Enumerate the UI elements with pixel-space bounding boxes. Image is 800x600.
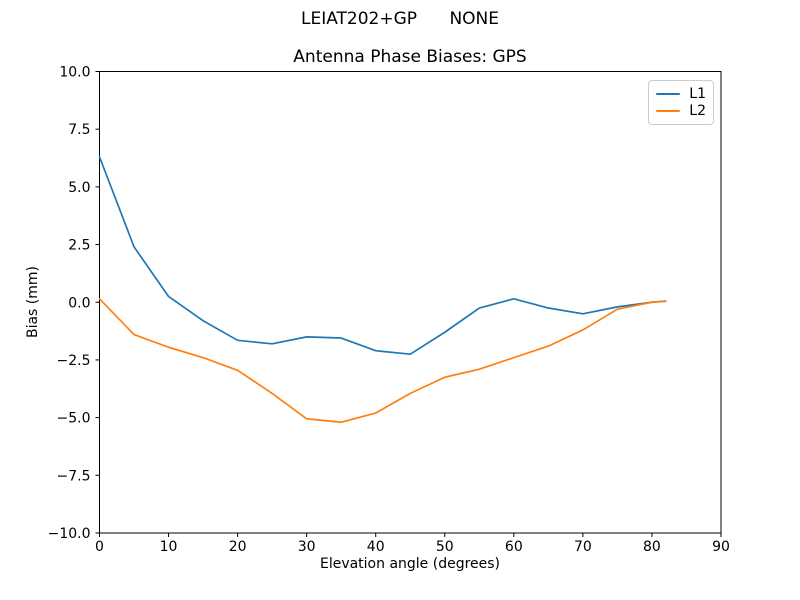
y-tick-label: 5.0 [68,180,90,196]
l2-line-sample [656,110,681,113]
y-axis-label: Bias (mm) [25,265,41,339]
l1-line-sample [656,92,681,95]
y-tick-label: 0.0 [68,295,90,311]
x-tick-label: 60 [505,539,523,555]
legend: L1 L2 [648,80,714,125]
l2-line [98,297,667,424]
y-tick-label: −7.5 [57,468,91,484]
x-tick-label: 40 [367,539,385,555]
legend-item-l1: L1 [656,87,706,101]
y-tick-label: 7.5 [68,122,90,138]
x-axis-label: Elevation angle (degrees) [319,556,501,572]
x-tick-label: 10 [160,539,178,555]
x-tick-label: 90 [712,539,730,555]
figure-suptitle: LEIAT202+GP NONE [300,9,499,29]
axes-frame [99,71,722,534]
x-tick-label: 50 [436,539,454,555]
legend-label-l1: L1 [689,85,706,102]
l1-line [98,156,667,356]
chart-title: Antenna Phase Biases: GPS [293,47,527,67]
x-tick-label: 80 [643,539,661,555]
y-tick-label: 2.5 [68,238,90,254]
legend-item-l2: L2 [656,104,706,118]
y-tick-label: −2.5 [57,353,91,369]
legend-label-l2: L2 [689,103,706,120]
y-tick-label: −5.0 [57,411,91,427]
y-tick-label: 10.0 [59,65,90,81]
y-tick-label: −10.0 [48,526,91,542]
x-tick-label: 0 [95,539,104,555]
x-tick-label: 20 [229,539,247,555]
x-tick-label: 30 [298,539,316,555]
x-tick-label: 70 [574,539,592,555]
